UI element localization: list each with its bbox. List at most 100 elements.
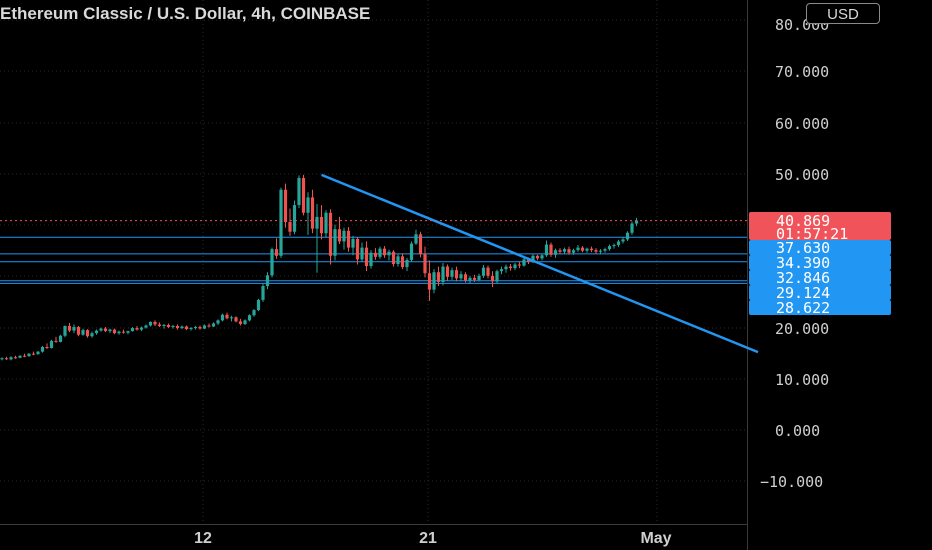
candle-body <box>616 241 621 246</box>
candle <box>112 328 117 335</box>
candle <box>562 247 567 255</box>
candle-body <box>103 328 108 332</box>
candle-body <box>162 324 166 327</box>
candle <box>243 319 247 325</box>
candle <box>171 324 175 329</box>
time-axis[interactable]: 12 21 May <box>194 530 672 547</box>
candle-body <box>346 230 351 248</box>
candle <box>387 249 391 261</box>
candle-body <box>252 310 256 316</box>
candle-body <box>445 266 450 277</box>
candle <box>342 227 346 250</box>
candle <box>279 187 283 258</box>
candle-body <box>459 274 463 279</box>
candle-body <box>117 331 121 334</box>
price-axis[interactable]: 80.000 70.000 60.000 50.000 20.000 10.00… <box>760 16 829 491</box>
candle <box>324 210 328 238</box>
candle-body <box>621 239 625 242</box>
candle-body <box>450 270 454 277</box>
candle-body <box>477 275 481 280</box>
candle <box>346 227 351 252</box>
horizontal-levels[interactable] <box>0 236 747 284</box>
candle <box>607 244 612 251</box>
candle-body <box>369 252 373 267</box>
level-label: 29.124 <box>776 284 830 302</box>
candle <box>36 351 40 355</box>
candle-body <box>216 320 220 324</box>
candle-body <box>18 355 22 358</box>
candle <box>117 330 121 335</box>
candle-body <box>508 266 513 269</box>
candle <box>513 262 517 271</box>
candle <box>423 246 427 278</box>
candle <box>522 257 526 267</box>
candle-body <box>81 330 85 335</box>
candle <box>549 242 553 257</box>
candle-body <box>319 216 324 234</box>
level-tag <box>749 255 891 270</box>
candle <box>337 216 342 245</box>
candle <box>396 253 400 267</box>
candle-body <box>580 247 585 251</box>
descending-trendline[interactable] <box>321 173 759 354</box>
candle <box>202 324 207 330</box>
candle <box>40 345 45 353</box>
candle <box>148 321 153 327</box>
candle-body <box>9 357 13 360</box>
candle <box>99 327 103 332</box>
candle-body <box>355 238 360 260</box>
candle <box>508 264 513 271</box>
candle-body <box>171 326 175 328</box>
candle-body <box>40 347 45 352</box>
candle <box>234 316 238 323</box>
candle <box>405 257 409 272</box>
candle-body <box>432 272 436 290</box>
candle-body <box>589 248 594 251</box>
candle <box>414 229 418 246</box>
candle <box>445 264 450 281</box>
candle <box>265 272 270 290</box>
candle-body <box>436 272 441 282</box>
candle <box>468 275 472 284</box>
candle <box>499 266 504 275</box>
candle-body <box>130 328 135 332</box>
candle <box>598 249 603 255</box>
candle-body <box>67 326 72 331</box>
candles <box>0 174 639 361</box>
candle <box>108 328 112 334</box>
candle <box>472 274 477 282</box>
candle-body <box>333 229 337 256</box>
candle-body <box>121 331 126 333</box>
candle <box>436 266 441 287</box>
candle-body <box>288 222 292 232</box>
candle <box>22 353 27 358</box>
candle-body <box>481 267 486 276</box>
candle-body <box>45 347 49 349</box>
candle <box>540 253 544 261</box>
candle <box>288 208 292 236</box>
candle <box>432 269 436 294</box>
candle <box>535 254 540 261</box>
candle <box>157 322 162 328</box>
y-tick-label: 10.000 <box>775 371 829 389</box>
candle-body <box>94 330 99 334</box>
candle <box>310 189 315 234</box>
candle-body <box>337 229 342 242</box>
candle-body <box>499 269 504 272</box>
candle-body <box>99 328 103 331</box>
currency-selector[interactable]: USD <box>806 3 880 24</box>
candle-body <box>157 324 162 327</box>
candle-body <box>328 212 333 256</box>
candle-body <box>301 177 306 213</box>
candle-body <box>324 212 328 234</box>
candle-body <box>567 249 571 253</box>
grid-lines <box>0 0 747 524</box>
candle <box>58 334 63 343</box>
candle <box>130 327 135 332</box>
candle <box>81 328 85 336</box>
candle <box>184 325 189 331</box>
candle-body <box>495 271 499 282</box>
candle <box>486 265 490 279</box>
candle <box>189 327 193 331</box>
